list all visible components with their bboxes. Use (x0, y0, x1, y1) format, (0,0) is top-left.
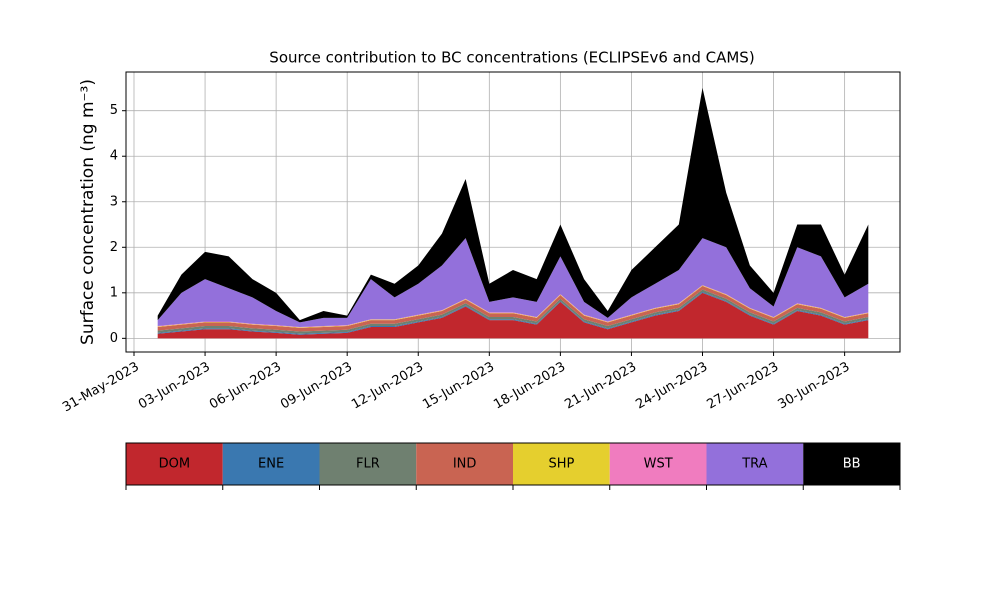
y-tick-label: 2 (110, 240, 118, 255)
chart-title: Source contribution to BC concentrations… (269, 49, 754, 67)
legend-label: TRA (741, 457, 767, 472)
area-ind (157, 285, 869, 332)
legend: DOM ENE FLR IND SHP WST TRA BB (125, 442, 901, 490)
area-flr (157, 289, 869, 334)
x-tick-label: 24-Jun-2023 (633, 360, 710, 413)
legend-swatch (126, 443, 223, 485)
area-bb (157, 87, 869, 323)
plot-area: 0 1 2 3 4 5 31-May-202303-Jun-202306-Jun-20230… (60, 71, 901, 416)
y-tick-label: 5 (110, 103, 118, 118)
legend-label: IND (453, 457, 477, 472)
x-tick-label: 12-Jun-2023 (349, 360, 426, 413)
x-tick-label: 31-May-2023 (60, 360, 142, 416)
x-tick-label: 09-Jun-2023 (278, 360, 355, 413)
plot-frame (125, 71, 901, 353)
x-tick-label: 06-Jun-2023 (207, 360, 284, 413)
x-tick-label: 21-Jun-2023 (562, 360, 639, 413)
legend-label: DOM (159, 457, 190, 472)
legend-swatch (319, 443, 417, 485)
x-tick-label: 27-Jun-2023 (704, 360, 781, 413)
x-tick-label: 15-Jun-2023 (420, 360, 497, 413)
legend-label: ENE (258, 457, 284, 472)
y-axis-label: Surface concentration (ng m⁻³) (78, 79, 98, 345)
legend-swatch (513, 443, 610, 485)
legend-swatch (706, 443, 804, 485)
area-dom (157, 292, 869, 339)
legend-label: BB (843, 457, 861, 472)
y-tick-label: 0 (110, 331, 118, 346)
legend-swatch (803, 443, 900, 485)
y-tick-label: 3 (110, 194, 118, 209)
legend-label: WST (644, 457, 673, 472)
legend-swatch (416, 443, 513, 485)
y-tick-label: 4 (110, 149, 118, 164)
legend-swatch (222, 443, 320, 485)
legend-swatch (609, 443, 707, 485)
x-tick-label: 18-Jun-2023 (491, 360, 568, 413)
x-tick-label: 03-Jun-2023 (136, 360, 213, 413)
x-tick-label: 30-Jun-2023 (776, 360, 853, 413)
legend-label: FLR (356, 457, 380, 472)
legend-frame (125, 442, 901, 486)
y-tick-label: 1 (110, 285, 118, 300)
legend-label: SHP (548, 457, 574, 472)
area-tra (157, 238, 869, 327)
